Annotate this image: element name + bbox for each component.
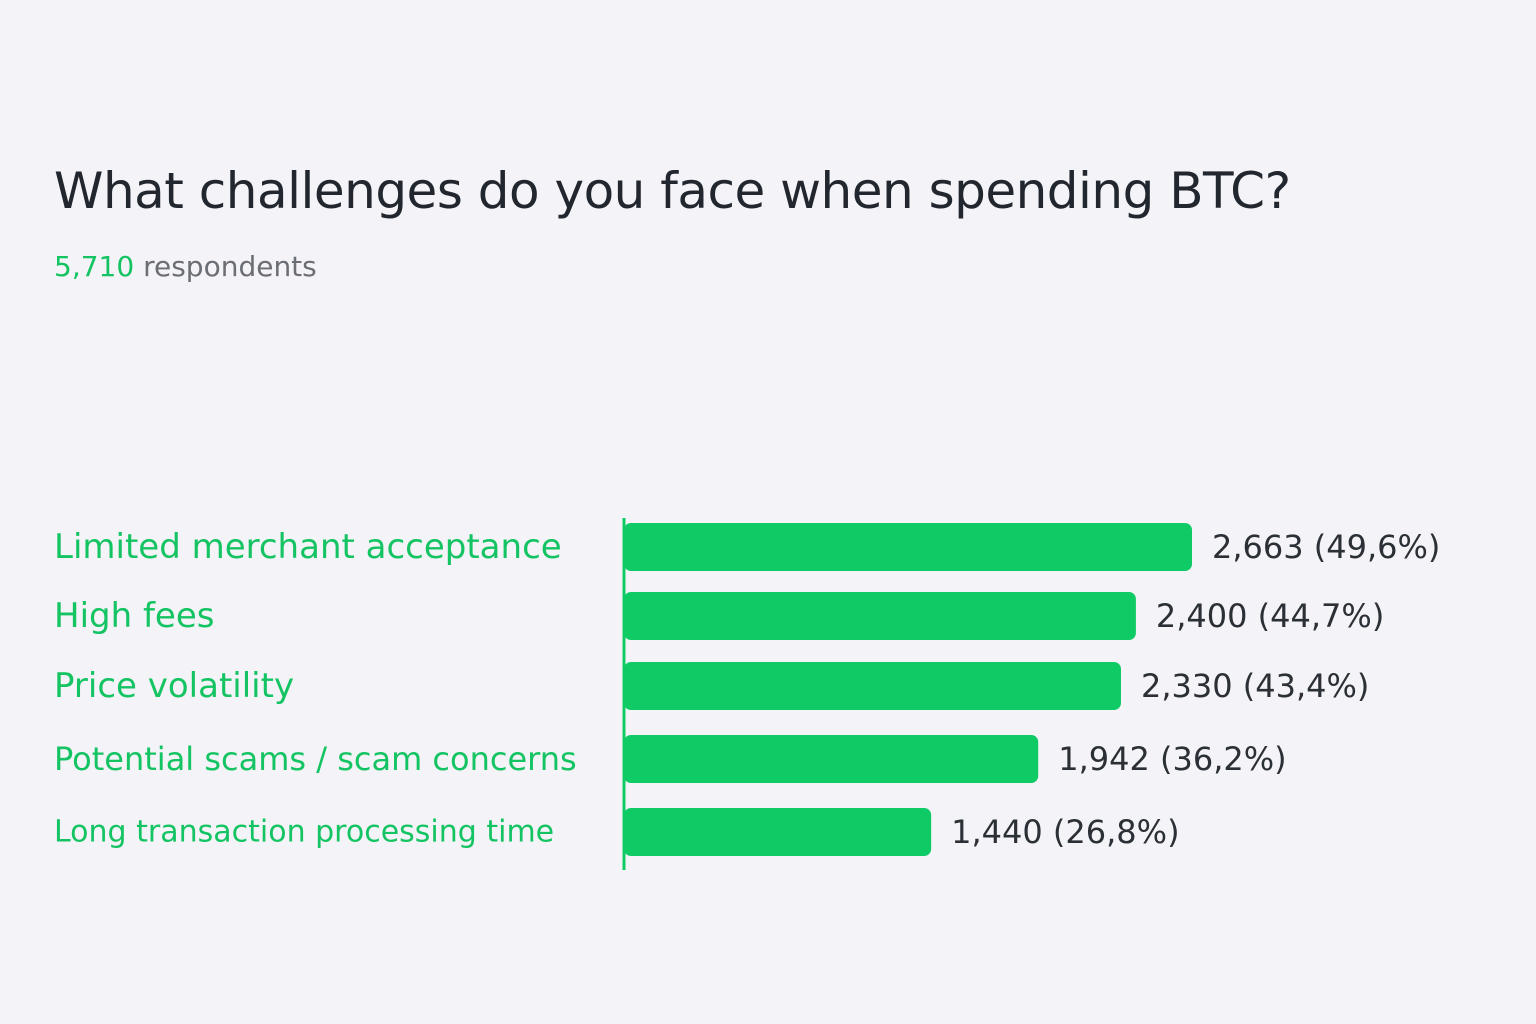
bar [624, 662, 1121, 710]
chart-title: What challenges do you face when spendin… [54, 162, 1291, 220]
value-label: 2,400 (44,7%) [1156, 597, 1384, 635]
respondents-subtitle: 5,710 respondents [54, 250, 317, 283]
category-label: Price volatility [54, 666, 294, 706]
category-label: Limited merchant acceptance [54, 527, 562, 567]
bar [624, 523, 1192, 571]
category-label: High fees [54, 596, 214, 636]
bar [624, 592, 1136, 640]
category-label: Potential scams / scam concerns [54, 740, 577, 778]
value-label: 2,663 (49,6%) [1212, 528, 1440, 566]
respondents-count: 5,710 [54, 250, 135, 283]
category-label: Long transaction processing time [54, 815, 554, 850]
bar [624, 808, 932, 856]
value-label: 1,440 (26,8%) [951, 813, 1179, 851]
bar [624, 735, 1039, 783]
value-label: 2,330 (43,4%) [1141, 667, 1369, 705]
value-label: 1,942 (36,2%) [1058, 740, 1286, 778]
respondents-label: respondents [143, 250, 317, 283]
